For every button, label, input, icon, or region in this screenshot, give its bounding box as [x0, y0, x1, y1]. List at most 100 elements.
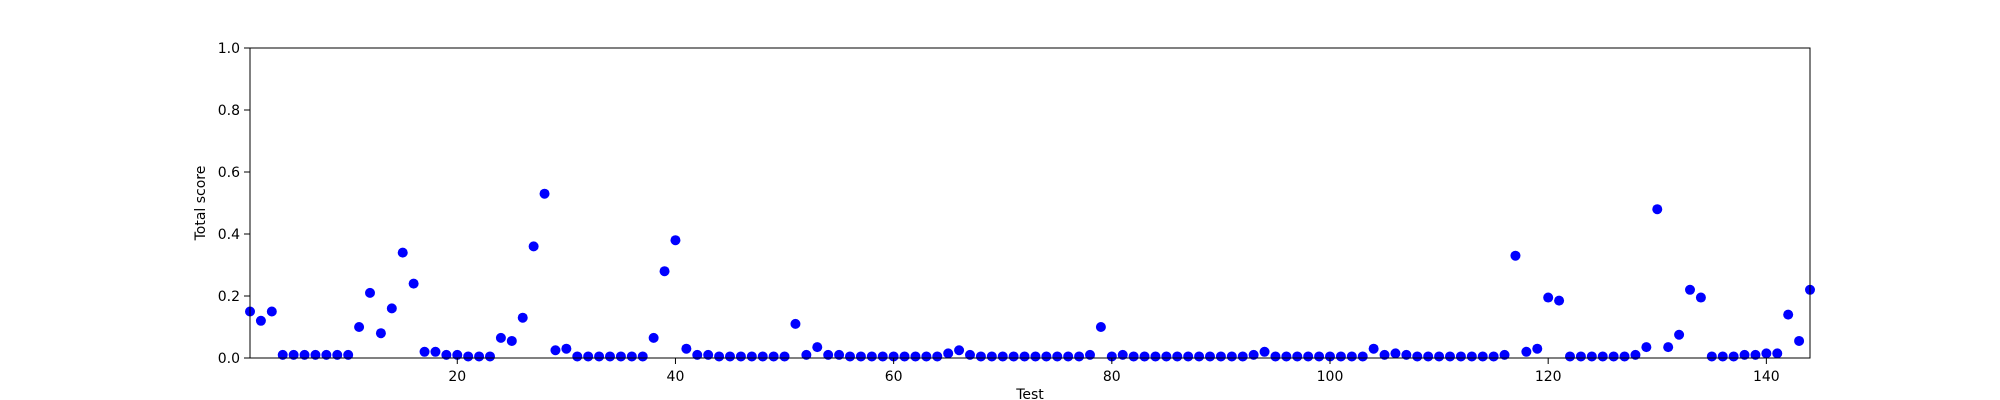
data-point: [1423, 351, 1434, 362]
data-point: [801, 349, 812, 360]
data-point: [1499, 349, 1510, 360]
data-point: [888, 351, 899, 362]
data-point: [1270, 351, 1281, 362]
data-point: [1739, 349, 1750, 360]
data-point: [615, 351, 626, 362]
data-point: [866, 351, 877, 362]
data-point: [921, 351, 932, 362]
data-point: [561, 343, 572, 354]
data-point: [1368, 343, 1379, 354]
y-tick-label: 0.6: [218, 165, 240, 181]
data-point: [1106, 351, 1117, 362]
x-tick-label: 120: [1535, 369, 1562, 385]
data-point: [1772, 348, 1783, 359]
data-point: [1685, 284, 1695, 295]
y-tick-label: 0.0: [218, 351, 240, 367]
y-tick-label: 0.2: [218, 289, 240, 305]
data-point: [1019, 351, 1030, 362]
data-point: [692, 349, 703, 360]
data-point: [419, 346, 430, 357]
data-point: [1750, 349, 1761, 360]
data-point: [899, 351, 910, 362]
data-point: [452, 349, 463, 360]
data-point: [1183, 351, 1194, 362]
data-point: [1575, 351, 1586, 362]
axis-ticks: 0.0 0.2 0.4 0.6 0.8 1.0 20 40 60 80 100 120 140: [218, 41, 1780, 385]
data-point: [648, 332, 659, 343]
data-point: [1335, 351, 1346, 362]
data-point: [1728, 351, 1739, 362]
data-point: [1445, 351, 1455, 362]
data-point: [1565, 351, 1575, 362]
data-point: [1532, 343, 1543, 354]
data-point: [594, 351, 605, 362]
data-point: [485, 351, 495, 362]
data-point: [1794, 335, 1805, 346]
data-point: [1488, 351, 1499, 362]
data-point: [910, 351, 921, 362]
data-point: [495, 332, 506, 343]
data-point: [975, 351, 986, 362]
y-tick-label: 0.4: [218, 227, 240, 243]
data-point: [1695, 292, 1706, 303]
data-point: [1706, 351, 1717, 362]
data-point: [965, 349, 975, 360]
data-point: [354, 322, 365, 332]
data-point: [1215, 351, 1226, 362]
data-point: [986, 351, 997, 362]
data-point: [474, 351, 485, 362]
data-point: [572, 351, 583, 362]
data-point: [1641, 342, 1652, 353]
data-point: [1521, 346, 1532, 357]
data-point: [703, 349, 714, 360]
data-point: [539, 188, 550, 199]
data-point: [1303, 351, 1314, 362]
data-point: [1139, 351, 1150, 362]
data-point: [932, 351, 943, 362]
data-point: [1608, 351, 1619, 362]
data-point: [1150, 351, 1161, 362]
data-point: [1281, 351, 1292, 362]
data-point: [397, 247, 408, 258]
data-point: [441, 349, 452, 360]
data-point: [1652, 204, 1663, 215]
y-tick-label: 0.8: [218, 103, 240, 119]
data-point: [310, 349, 321, 360]
data-point: [779, 351, 790, 362]
data-point: [1237, 351, 1248, 362]
y-axis-label-group: Total score: [193, 166, 209, 242]
data-point: [1761, 348, 1772, 359]
data-point: [1085, 349, 1095, 360]
data-point: [1663, 342, 1674, 353]
data-point: [1619, 351, 1630, 362]
x-axis-label: Test: [1015, 387, 1044, 400]
data-point: [1390, 348, 1401, 359]
data-point: [1063, 351, 1074, 362]
data-point: [725, 351, 735, 362]
x-tick-label: 60: [885, 369, 903, 385]
data-point: [1041, 351, 1052, 362]
data-point: [1161, 351, 1172, 362]
y-axis-label: Total score: [193, 166, 209, 242]
x-tick-label: 80: [1103, 369, 1121, 385]
data-point: [1412, 351, 1423, 362]
data-point: [845, 351, 855, 362]
data-point: [1597, 351, 1608, 362]
data-point: [463, 351, 474, 362]
data-point: [637, 351, 648, 362]
data-point: [1052, 351, 1063, 362]
data-point: [1346, 351, 1357, 362]
data-point: [1401, 349, 1412, 360]
data-point: [332, 349, 343, 360]
data-point: [255, 315, 266, 326]
data-point: [583, 351, 594, 362]
x-tick-label: 20: [448, 369, 466, 385]
data-point: [605, 351, 615, 362]
data-point: [1477, 351, 1488, 362]
data-point: [1292, 351, 1303, 362]
data-point: [321, 349, 332, 360]
data-point: [1259, 346, 1270, 357]
data-point: [1783, 309, 1794, 320]
data-point: [1194, 351, 1205, 362]
